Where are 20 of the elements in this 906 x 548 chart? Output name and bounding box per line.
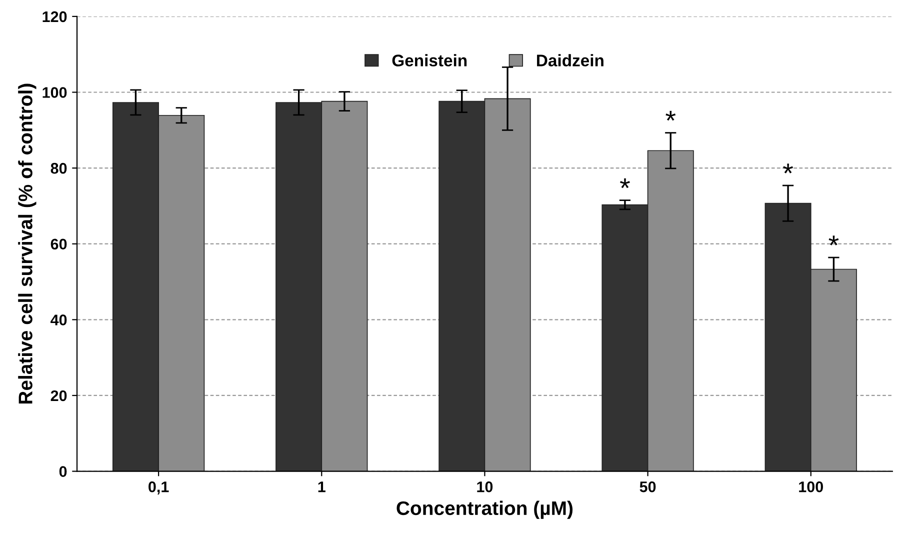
y-tick-label: 0 xyxy=(59,466,67,477)
y-tick-label: 40 xyxy=(50,314,67,326)
x-tick-label: 50 xyxy=(640,481,656,492)
legend-label: Daidzein xyxy=(537,54,604,66)
x-tick-label: 100 xyxy=(799,481,823,492)
annotation: * xyxy=(666,110,676,121)
y-tick-label: 60 xyxy=(50,238,67,250)
y-tick-label: 100 xyxy=(42,87,67,98)
y-tick-label: 120 xyxy=(42,11,67,22)
legend-label: Genistein xyxy=(392,54,467,66)
annotation: * xyxy=(828,236,839,246)
x-tick-label: 10 xyxy=(477,481,493,492)
y-tick-label: 20 xyxy=(50,390,67,402)
y-tick-label: 80 xyxy=(50,162,67,174)
x-tick-label: 0,1 xyxy=(148,481,169,494)
x-tick-label: 1 xyxy=(318,482,326,492)
annotation: * xyxy=(783,164,794,174)
x-axis-title: Concentration (µM) xyxy=(396,500,573,519)
y-axis-title: Relative cell survival (% of control) xyxy=(18,84,36,404)
annotation: * xyxy=(620,178,630,188)
